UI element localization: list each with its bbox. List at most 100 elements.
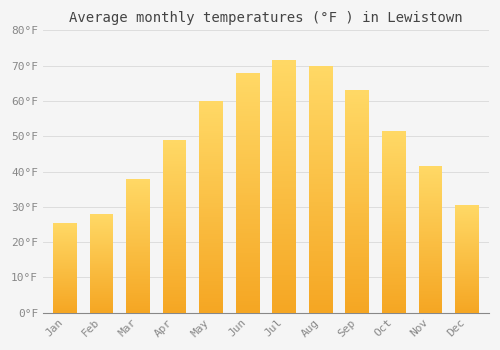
Bar [236,265,260,267]
Bar [90,256,114,257]
Bar [382,264,406,265]
Bar [272,214,296,217]
Bar [162,292,186,294]
Bar [90,304,114,305]
Bar [309,233,332,236]
Bar [126,260,150,262]
Bar [53,285,77,286]
Bar [455,243,479,244]
Bar [418,203,442,204]
Bar [90,290,114,291]
Bar [309,256,332,258]
Bar [418,307,442,308]
Bar [236,140,260,142]
Bar [199,105,223,107]
Bar [162,211,186,212]
Bar [236,85,260,87]
Bar [309,231,332,233]
Bar [199,266,223,268]
Bar [90,274,114,275]
Bar [126,200,150,201]
Bar [272,118,296,121]
Bar [90,293,114,294]
Bar [162,228,186,230]
Bar [418,244,442,245]
Bar [346,246,369,248]
Bar [199,232,223,234]
Bar [162,212,186,214]
Bar [418,191,442,193]
Bar [272,91,296,93]
Bar [199,133,223,135]
Bar [346,215,369,217]
Bar [162,181,186,183]
Bar [236,281,260,284]
Bar [418,308,442,310]
Bar [382,253,406,254]
Bar [162,197,186,198]
Bar [126,293,150,294]
Bar [418,295,442,296]
Bar [126,246,150,247]
Bar [382,211,406,213]
Bar [346,115,369,117]
Bar [309,105,332,108]
Bar [418,258,442,260]
Bar [309,273,332,275]
Bar [162,230,186,231]
Bar [90,240,114,241]
Bar [309,182,332,184]
Bar [309,157,332,160]
Bar [199,162,223,164]
Bar [199,160,223,162]
Bar [236,142,260,145]
Bar [455,249,479,250]
Bar [346,195,369,197]
Bar [382,186,406,187]
Bar [309,113,332,115]
Bar [162,290,186,292]
Bar [236,258,260,260]
Bar [236,135,260,138]
Bar [90,284,114,285]
Bar [346,121,369,124]
Bar [90,299,114,300]
Bar [346,99,369,102]
Bar [382,218,406,220]
Bar [382,271,406,273]
Bar [162,309,186,311]
Bar [346,182,369,184]
Bar [236,229,260,231]
Bar [126,225,150,227]
Bar [126,279,150,280]
Bar [382,142,406,144]
Bar [126,191,150,192]
Bar [272,149,296,151]
Bar [90,250,114,251]
Bar [382,191,406,193]
Bar [90,278,114,279]
Bar [90,295,114,296]
Bar [126,217,150,219]
Bar [382,284,406,285]
Bar [418,231,442,232]
Bar [455,292,479,293]
Bar [90,281,114,282]
Bar [53,241,77,243]
Bar [272,260,296,262]
Bar [309,261,332,263]
Bar [382,267,406,269]
Bar [90,218,114,219]
Bar [272,61,296,63]
Bar [346,202,369,204]
Bar [162,207,186,209]
Bar [309,192,332,194]
Bar [162,221,186,223]
Bar [455,210,479,211]
Bar [126,270,150,271]
Bar [90,268,114,269]
Bar [53,262,77,263]
Bar [309,268,332,271]
Bar [126,181,150,183]
Bar [272,63,296,65]
